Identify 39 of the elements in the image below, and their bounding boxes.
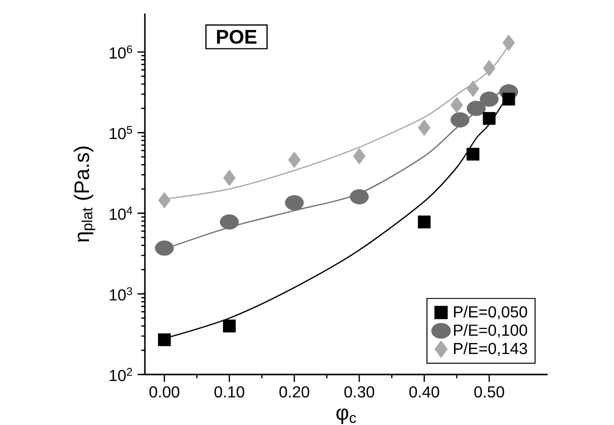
point xyxy=(220,214,239,230)
y-tick-label: 10$^{5}$ xyxy=(110,126,132,140)
point xyxy=(154,240,174,256)
point xyxy=(418,120,430,136)
x-tick-label: 0.50 xyxy=(474,386,504,398)
x-tick-label: 0.40 xyxy=(409,386,440,398)
point xyxy=(450,112,470,128)
point xyxy=(482,112,496,125)
legend-label: P/E=0,100 xyxy=(454,324,528,338)
point xyxy=(480,92,499,107)
point xyxy=(418,216,431,228)
point xyxy=(350,189,369,204)
point xyxy=(466,100,486,116)
point xyxy=(353,148,366,164)
legend-label: P/E=0,143 xyxy=(454,342,528,356)
point xyxy=(502,34,515,52)
point xyxy=(158,192,171,209)
y-tick-label: 10$^{4}$ xyxy=(110,206,132,220)
point xyxy=(502,92,516,106)
x-tick-label: 0.20 xyxy=(279,386,310,398)
y-tick-label: 10$^{2}$ xyxy=(110,368,132,382)
point xyxy=(158,333,171,346)
x-tick-label: 0.30 xyxy=(344,386,374,398)
point xyxy=(466,148,480,161)
point xyxy=(284,195,304,210)
point xyxy=(288,152,301,168)
annotation: POE xyxy=(217,30,256,44)
x-tick-label: 0.00 xyxy=(149,386,180,398)
y-axis-title: η$_{plat}$ (Pa.s) xyxy=(74,146,96,242)
x-tick-label: 0.10 xyxy=(214,386,244,398)
legend-label: P/E=0,050 xyxy=(454,306,528,320)
point xyxy=(223,170,236,186)
y-tick-label: 10$^{6}$ xyxy=(110,45,132,59)
x-axis-title: φ$_{c}$ xyxy=(336,408,356,424)
point xyxy=(450,96,463,114)
point xyxy=(466,80,480,98)
point xyxy=(222,320,236,332)
point xyxy=(482,60,496,76)
y-tick-label: 10$^{3}$ xyxy=(110,287,132,301)
